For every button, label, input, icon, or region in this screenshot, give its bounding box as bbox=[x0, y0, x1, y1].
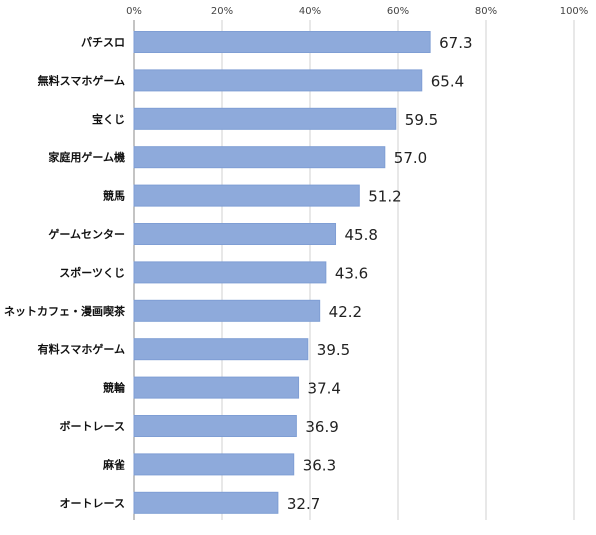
category-label: ゲームセンター bbox=[48, 227, 125, 241]
bar bbox=[133, 69, 423, 92]
bar bbox=[133, 491, 279, 514]
category-label: 家庭用ゲーム機 bbox=[48, 150, 125, 164]
category-label: 無料スマホゲーム bbox=[38, 73, 125, 87]
value-label: 43.6 bbox=[335, 264, 368, 282]
x-tick-label: 0% bbox=[126, 6, 142, 17]
value-label: 67.3 bbox=[439, 34, 472, 52]
category-label: 麻雀 bbox=[102, 457, 125, 471]
category-label: ボートレース bbox=[60, 419, 125, 433]
category-label: オートレース bbox=[60, 497, 125, 510]
bar bbox=[133, 453, 295, 476]
value-label: 45.8 bbox=[345, 226, 378, 244]
bar bbox=[133, 376, 300, 399]
x-tick-label: 80% bbox=[475, 6, 497, 17]
value-label: 36.3 bbox=[303, 456, 336, 474]
category-label: パチスロ bbox=[81, 36, 125, 49]
bar bbox=[133, 223, 337, 245]
value-label: 59.5 bbox=[405, 111, 438, 129]
category-label: 有料スマホゲーム bbox=[38, 342, 125, 356]
bar bbox=[133, 31, 431, 53]
x-tick-label: 20% bbox=[211, 6, 233, 17]
value-label: 39.5 bbox=[317, 341, 350, 359]
value-label: 51.2 bbox=[368, 188, 401, 206]
category-label: ネットカフェ・漫画喫茶 bbox=[4, 304, 126, 318]
bar bbox=[133, 299, 321, 322]
category-label: 宝くじ bbox=[92, 112, 125, 126]
value-label: 65.4 bbox=[431, 72, 464, 90]
value-label: 42.2 bbox=[329, 303, 362, 321]
bar bbox=[133, 184, 360, 207]
bar bbox=[133, 146, 386, 169]
bar bbox=[133, 338, 309, 361]
bar bbox=[133, 107, 397, 130]
value-label: 37.4 bbox=[308, 380, 341, 398]
x-tick-label: 40% bbox=[299, 6, 321, 17]
value-label: 57.0 bbox=[394, 149, 427, 167]
value-label: 32.7 bbox=[287, 495, 320, 513]
x-tick-label: 100% bbox=[560, 6, 589, 17]
category-label: 競輪 bbox=[103, 381, 126, 395]
category-label: 競馬 bbox=[103, 189, 125, 203]
value-label: 36.9 bbox=[305, 418, 338, 436]
category-label: スポーツくじ bbox=[59, 265, 125, 279]
bar bbox=[133, 415, 297, 437]
bar bbox=[133, 261, 327, 284]
x-tick-label: 60% bbox=[387, 6, 409, 17]
